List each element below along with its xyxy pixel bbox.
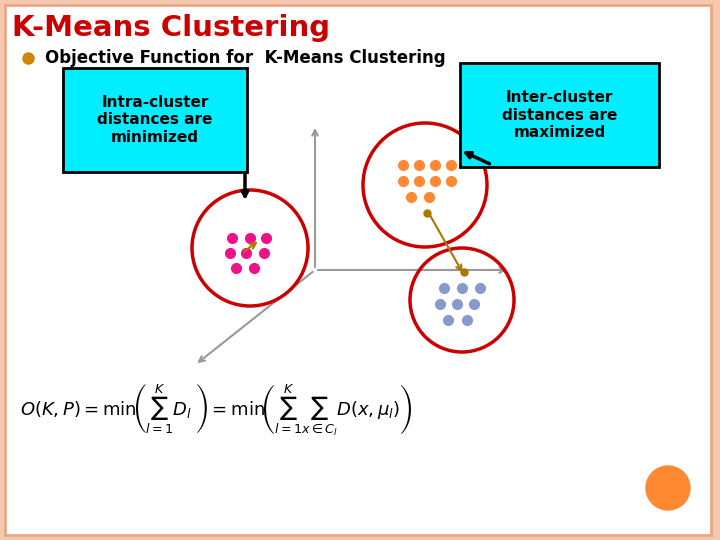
- Circle shape: [646, 466, 690, 510]
- Text: Intra-cluster
distances are
minimized: Intra-cluster distances are minimized: [97, 95, 212, 145]
- FancyBboxPatch shape: [5, 5, 711, 535]
- Text: Objective Function for  K-Means Clustering: Objective Function for K-Means Clusterin…: [45, 49, 446, 67]
- Text: $O(K,P) = \min\!\left(\sum_{l=1}^{K} D_l \;\right)= \min\!\left(\sum_{l=1}^{K}\s: $O(K,P) = \min\!\left(\sum_{l=1}^{K} D_l…: [20, 382, 413, 438]
- FancyBboxPatch shape: [63, 68, 247, 172]
- FancyBboxPatch shape: [460, 63, 659, 167]
- Text: Inter-cluster
distances are
maximized: Inter-cluster distances are maximized: [502, 90, 617, 140]
- Text: K-Means Clustering: K-Means Clustering: [12, 14, 330, 42]
